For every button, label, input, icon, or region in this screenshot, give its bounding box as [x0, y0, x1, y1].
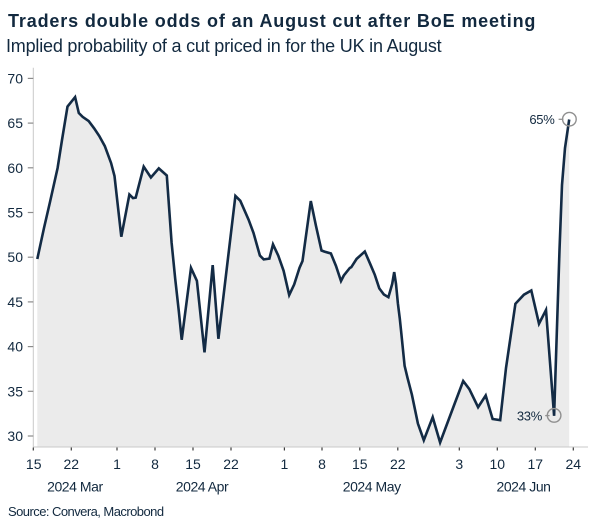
svg-text:40: 40 — [7, 339, 23, 355]
svg-text:50: 50 — [7, 249, 23, 265]
svg-text:8: 8 — [151, 456, 159, 472]
svg-text:55: 55 — [7, 205, 23, 221]
svg-text:2024 Mar: 2024 Mar — [47, 479, 103, 495]
svg-text:22: 22 — [390, 456, 406, 472]
svg-text:60: 60 — [7, 160, 23, 176]
svg-text:65%: 65% — [529, 112, 555, 127]
svg-text:10: 10 — [490, 456, 506, 472]
svg-text:17: 17 — [528, 456, 544, 472]
svg-text:2024 May: 2024 May — [343, 479, 401, 495]
svg-text:30: 30 — [7, 428, 23, 444]
svg-text:1: 1 — [113, 456, 121, 472]
svg-text:70: 70 — [7, 70, 23, 86]
svg-text:Source: Convera, Macrobond: Source: Convera, Macrobond — [8, 504, 164, 519]
svg-text:2024 Jun: 2024 Jun — [496, 479, 550, 495]
svg-text:15: 15 — [185, 456, 201, 472]
svg-text:45: 45 — [7, 294, 23, 310]
svg-text:22: 22 — [223, 456, 239, 472]
svg-text:8: 8 — [318, 456, 326, 472]
svg-text:2024 Apr: 2024 Apr — [176, 479, 229, 495]
svg-text:22: 22 — [64, 456, 80, 472]
svg-text:33%: 33% — [517, 409, 543, 424]
svg-text:15: 15 — [352, 456, 368, 472]
svg-text:1: 1 — [281, 456, 289, 472]
svg-text:15: 15 — [26, 456, 42, 472]
svg-text:24: 24 — [566, 456, 582, 472]
svg-text:3: 3 — [455, 456, 463, 472]
svg-text:65: 65 — [7, 115, 23, 131]
svg-text:35: 35 — [7, 383, 23, 399]
